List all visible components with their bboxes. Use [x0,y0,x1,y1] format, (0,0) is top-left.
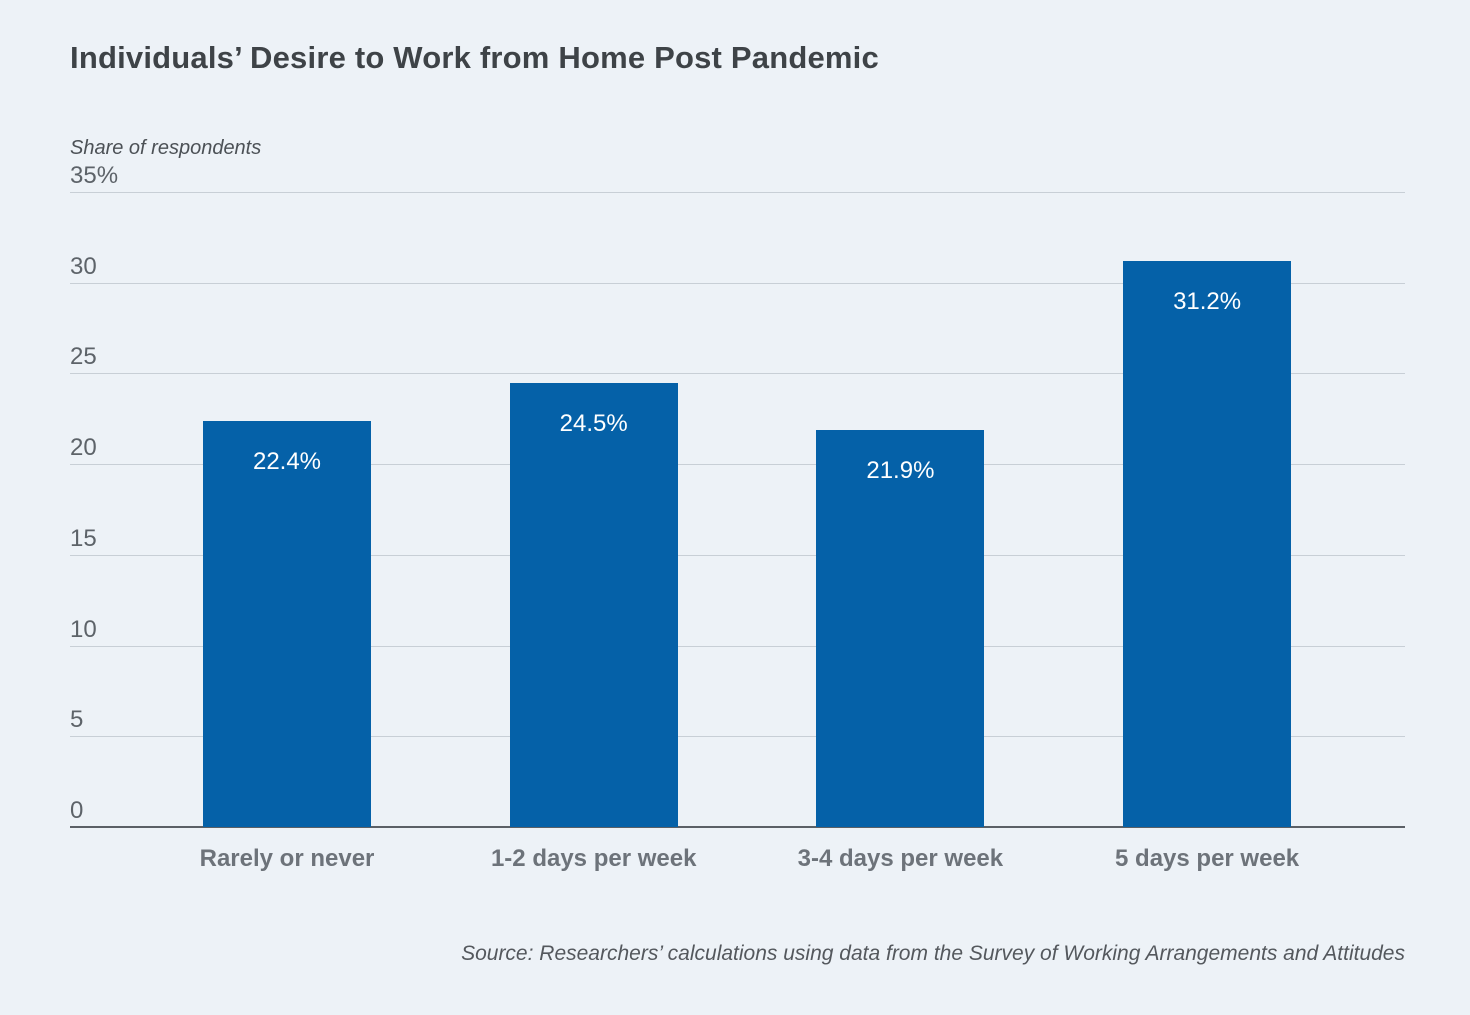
ytick-label: 5 [70,706,84,734]
ytick-label: 30 [70,252,97,280]
bar-value-label: 22.4% [252,447,322,475]
ytick-label: 15 [70,524,97,552]
gridline [70,373,1405,375]
gridline [70,282,1405,284]
ytick-label: 35% [70,162,119,189]
xtick-label: 3-4 days per week [797,845,1004,872]
gridline [70,736,1405,738]
xtick-label: 1-2 days per week [490,845,697,872]
bar-1: 22.4% [203,420,371,827]
bar-value-label: 31.2% [1173,287,1242,315]
plot-area: 0 5 10 15 20 25 30 35% 22.4% 24.5% 21.9% 31.2% [70,164,1405,828]
xtick-label: 5 days per week [1115,845,1300,872]
bar-value-label: 24.5% [559,409,628,437]
gridline [70,192,1405,193]
x-axis-labels: Rarely or never 1-2 days per week 3-4 days… [70,845,1405,881]
ytick-label: 10 [70,615,97,643]
gridline [70,645,1405,647]
gridline [70,554,1405,556]
ytick-label: 20 [70,434,97,462]
gridline [70,464,1405,466]
bar-value-label: 21.9% [866,456,935,484]
source-note: Source: Researchers’ calculations using … [461,942,1405,965]
bar-2: 24.5% [509,382,678,827]
bar-3: 21.9% [816,429,985,827]
xtick-label: Rarely or never [199,845,375,872]
ytick-label: 25 [70,343,97,371]
x-axis-line [70,826,1405,828]
ytick-label: 0 [70,797,84,824]
bar-4: 31.2% [1123,260,1292,827]
y-axis-label: Share of respondents [70,137,262,159]
chart-title: Individuals’ Desire to Work from Home Po… [70,40,879,75]
